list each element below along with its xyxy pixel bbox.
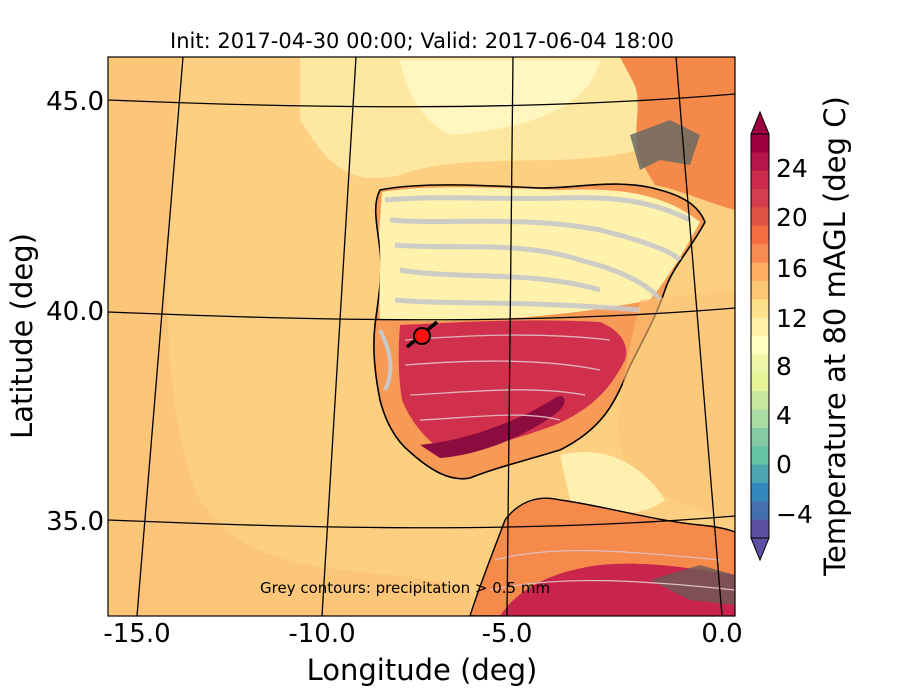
colorbar-band	[751, 427, 769, 447]
mediterranean-water	[619, 290, 735, 520]
precip-contours-south	[404, 334, 611, 421]
southern-hot-zone	[398, 320, 627, 452]
y-axis-label: Latitude (deg)	[5, 233, 39, 439]
y-tick-label: 40.0	[46, 297, 104, 327]
colorbar-band	[751, 409, 769, 429]
y-tick-labels: 45.0 40.0 35.0	[46, 87, 104, 537]
graticule	[108, 57, 735, 616]
x-axis-label: Longitude (deg)	[307, 653, 538, 687]
colorbar-band	[751, 134, 769, 153]
colorbar-band	[751, 317, 769, 337]
x-tick-labels: -15.0 -10.0 -5.0 0.0	[103, 619, 742, 649]
x-tick-label: -10.0	[288, 619, 355, 649]
colorbar-label: Temperature at 80 mAGL (deg C)	[818, 96, 852, 577]
colorbar-band	[751, 482, 769, 502]
colorbar-band	[751, 299, 769, 319]
colorbar-frame	[750, 133, 770, 539]
colorbar-band	[751, 391, 769, 410]
site-marker-dot	[413, 327, 431, 345]
colorbar-tick-label: 12	[776, 304, 808, 333]
colorbar-tick-label: 0	[776, 450, 792, 479]
colorbar-max-arrow	[750, 110, 770, 135]
guadalquivir-hot-core	[420, 396, 565, 458]
colorbar-band	[751, 170, 769, 190]
x-tick-label: -15.0	[103, 619, 170, 649]
colorbar-band	[751, 280, 769, 300]
colorbar-band	[751, 336, 769, 355]
precip-contours-north	[384, 195, 692, 313]
colorbar-tick-label: 4	[776, 401, 792, 430]
colorbar-band	[751, 189, 769, 208]
x-tick-label: 0.0	[701, 619, 742, 649]
plot-title: Init: 2017-04-30 00:00; Valid: 2017-06-0…	[170, 29, 674, 53]
map-frame	[107, 56, 736, 617]
precip-annotation: Grey contours: precipitation > 0.5 mm	[260, 579, 550, 597]
colorbar-band	[751, 354, 769, 374]
africa-precip-contours	[489, 549, 735, 591]
colorbar-band	[751, 501, 769, 521]
colorbar-tick-label: 24	[776, 154, 808, 183]
colorbar-band	[751, 464, 769, 484]
alboran-pale-water	[560, 452, 665, 514]
colorbar-min-arrow	[750, 537, 770, 562]
colorbar-band	[751, 225, 769, 245]
colorbar-band	[751, 372, 769, 392]
colorbar-band	[751, 152, 769, 172]
y-tick-label: 45.0	[46, 87, 104, 117]
colorbar-tick-label: −4	[776, 500, 813, 529]
colorbar-tick-label: 16	[776, 254, 808, 283]
colorbar-band	[751, 519, 769, 539]
colorbar: 24 20 16 12 8 4 0 −4 Temperature at 80 mAGL (de…	[750, 96, 852, 577]
colorbar-tick-label: 8	[776, 352, 792, 381]
atlas-terrain	[650, 565, 735, 605]
map-panel: Grey contours: precipitation > 0.5 mm	[108, 57, 735, 616]
colorbar-band	[751, 207, 769, 227]
colorbar-tick-label: 20	[776, 203, 808, 232]
colorbar-band	[751, 446, 769, 466]
y-tick-label: 35.0	[46, 507, 104, 537]
biscay-pale-water	[400, 60, 600, 135]
colorbar-band	[751, 262, 769, 282]
portugal-north-grey	[378, 329, 393, 391]
x-tick-label: -5.0	[482, 619, 533, 649]
colorbar-band	[751, 244, 769, 264]
ocean-warm-band	[108, 57, 470, 616]
colorbar-ticks: 24 20 16 12 8 4 0 −4	[776, 154, 813, 529]
colorbar-bands	[751, 134, 769, 539]
